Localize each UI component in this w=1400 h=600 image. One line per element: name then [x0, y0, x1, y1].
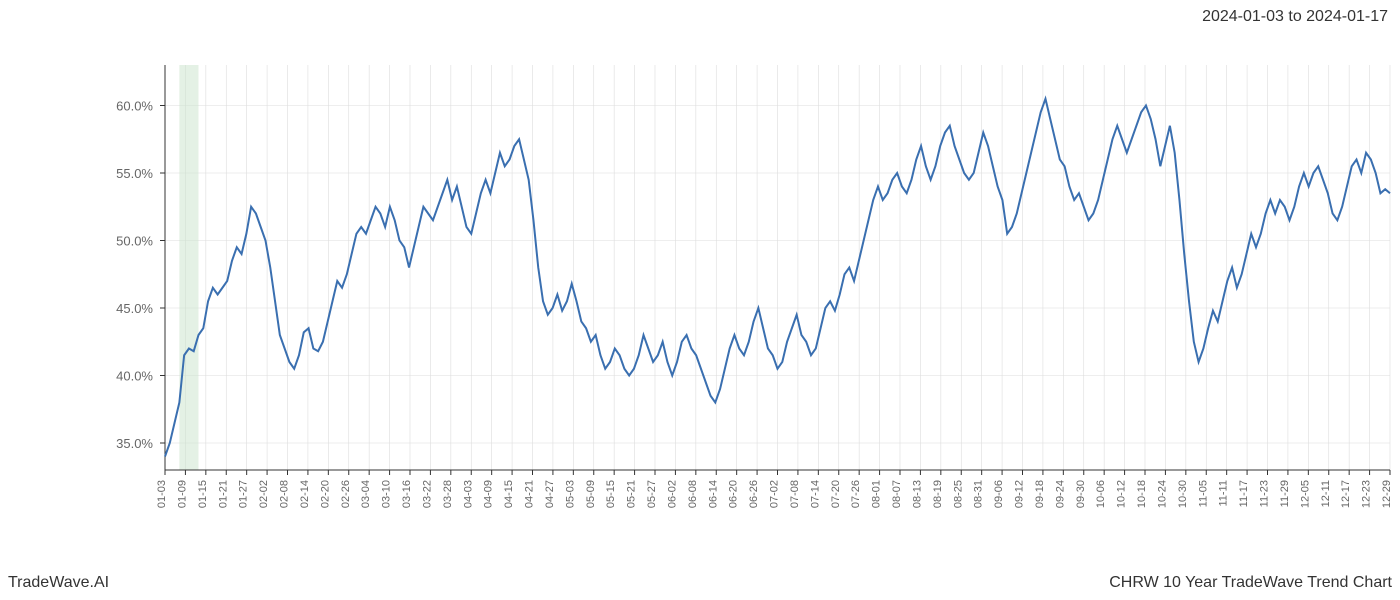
highlight-band — [179, 65, 198, 470]
x-tick-label: 08-19 — [932, 480, 944, 508]
x-tick-label: 02-08 — [279, 480, 291, 508]
y-tick-label: 45.0% — [116, 301, 153, 316]
x-tick-label: 03-28 — [442, 480, 454, 508]
x-tick-label: 07-26 — [850, 480, 862, 508]
x-tick-label: 06-14 — [707, 480, 719, 508]
x-tick-label: 12-29 — [1381, 480, 1393, 508]
x-tick-label: 05-27 — [646, 480, 658, 508]
x-tick-label: 09-06 — [993, 480, 1005, 508]
x-tick-label: 04-15 — [503, 480, 515, 508]
x-tick-label: 11-05 — [1197, 480, 1209, 507]
y-tick-label: 55.0% — [116, 166, 153, 181]
x-tick-label: 01-09 — [176, 480, 188, 508]
x-tick-label: 03-04 — [360, 480, 372, 508]
x-tick-label: 12-11 — [1320, 480, 1332, 507]
x-tick-label: 06-02 — [666, 480, 678, 508]
x-tick-label: 04-09 — [483, 480, 495, 508]
x-tick-label: 07-20 — [830, 480, 842, 508]
x-tick-label: 01-21 — [217, 480, 229, 508]
x-tick-label: 12-17 — [1340, 480, 1352, 508]
x-tick-label: 01-03 — [156, 480, 168, 508]
x-tick-label: 08-31 — [973, 480, 985, 508]
x-tick-label: 04-27 — [544, 480, 556, 508]
x-tick-label: 10-12 — [1116, 480, 1128, 508]
x-tick-label: 01-27 — [238, 480, 250, 508]
x-tick-label: 02-20 — [319, 480, 331, 508]
y-tick-label: 40.0% — [116, 369, 153, 384]
y-tick-label: 60.0% — [116, 99, 153, 114]
x-tick-label: 08-25 — [952, 480, 964, 508]
x-tick-label: 11-17 — [1238, 480, 1250, 507]
x-tick-label: 09-12 — [1014, 480, 1026, 508]
x-tick-label: 10-30 — [1177, 480, 1189, 508]
x-tick-label: 02-26 — [340, 480, 352, 508]
x-tick-label: 07-08 — [789, 480, 801, 508]
x-tick-label: 08-13 — [911, 480, 923, 508]
x-tick-label: 11-29 — [1279, 480, 1291, 507]
x-tick-label: 08-07 — [891, 480, 903, 508]
footer-chart-title: CHRW 10 Year TradeWave Trend Chart — [1109, 574, 1392, 592]
x-tick-label: 03-10 — [381, 480, 393, 508]
x-tick-label: 11-23 — [1259, 480, 1271, 507]
y-tick-label: 35.0% — [116, 436, 153, 451]
x-tick-label: 02-14 — [299, 480, 311, 508]
x-tick-label: 09-18 — [1034, 480, 1046, 508]
x-tick-label: 03-16 — [401, 480, 413, 508]
x-tick-label: 12-05 — [1299, 480, 1311, 508]
x-tick-label: 06-08 — [687, 480, 699, 508]
x-tick-label: 05-03 — [564, 480, 576, 508]
x-tick-label: 06-26 — [748, 480, 760, 508]
x-tick-label: 10-24 — [1156, 480, 1168, 508]
x-tick-label: 07-02 — [769, 480, 781, 508]
x-tick-label: 06-20 — [728, 480, 740, 508]
y-tick-label: 50.0% — [116, 234, 153, 249]
date-range-label: 2024-01-03 to 2024-01-17 — [1202, 8, 1388, 26]
x-tick-label: 07-14 — [809, 480, 821, 508]
x-tick-label: 05-15 — [605, 480, 617, 508]
x-tick-label: 05-09 — [585, 480, 597, 508]
chart-area: 35.0% 40.0% 45.0% 50.0% 55.0% 60.0% 01-03 01-0… — [0, 40, 1400, 560]
footer-brand: TradeWave.AI — [8, 574, 109, 592]
x-tick-label: 10-18 — [1136, 480, 1148, 508]
x-tick-label: 01-15 — [197, 480, 209, 508]
x-tick-label: 12-23 — [1361, 480, 1373, 508]
x-tick-label: 05-21 — [626, 480, 638, 508]
x-tick-label: 04-03 — [462, 480, 474, 508]
x-tick-label: 08-01 — [871, 480, 883, 508]
x-tick-label: 11-11 — [1218, 480, 1230, 507]
x-tick-label: 04-21 — [524, 480, 536, 508]
x-tick-label: 03-22 — [421, 480, 433, 508]
x-tick-label: 02-02 — [258, 480, 270, 508]
x-tick-label: 10-06 — [1095, 480, 1107, 508]
line-chart-svg: 35.0% 40.0% 45.0% 50.0% 55.0% 60.0% 01-03 01-0… — [0, 40, 1400, 560]
x-tick-label: 09-30 — [1075, 480, 1087, 508]
x-tick-label: 09-24 — [1054, 480, 1066, 508]
